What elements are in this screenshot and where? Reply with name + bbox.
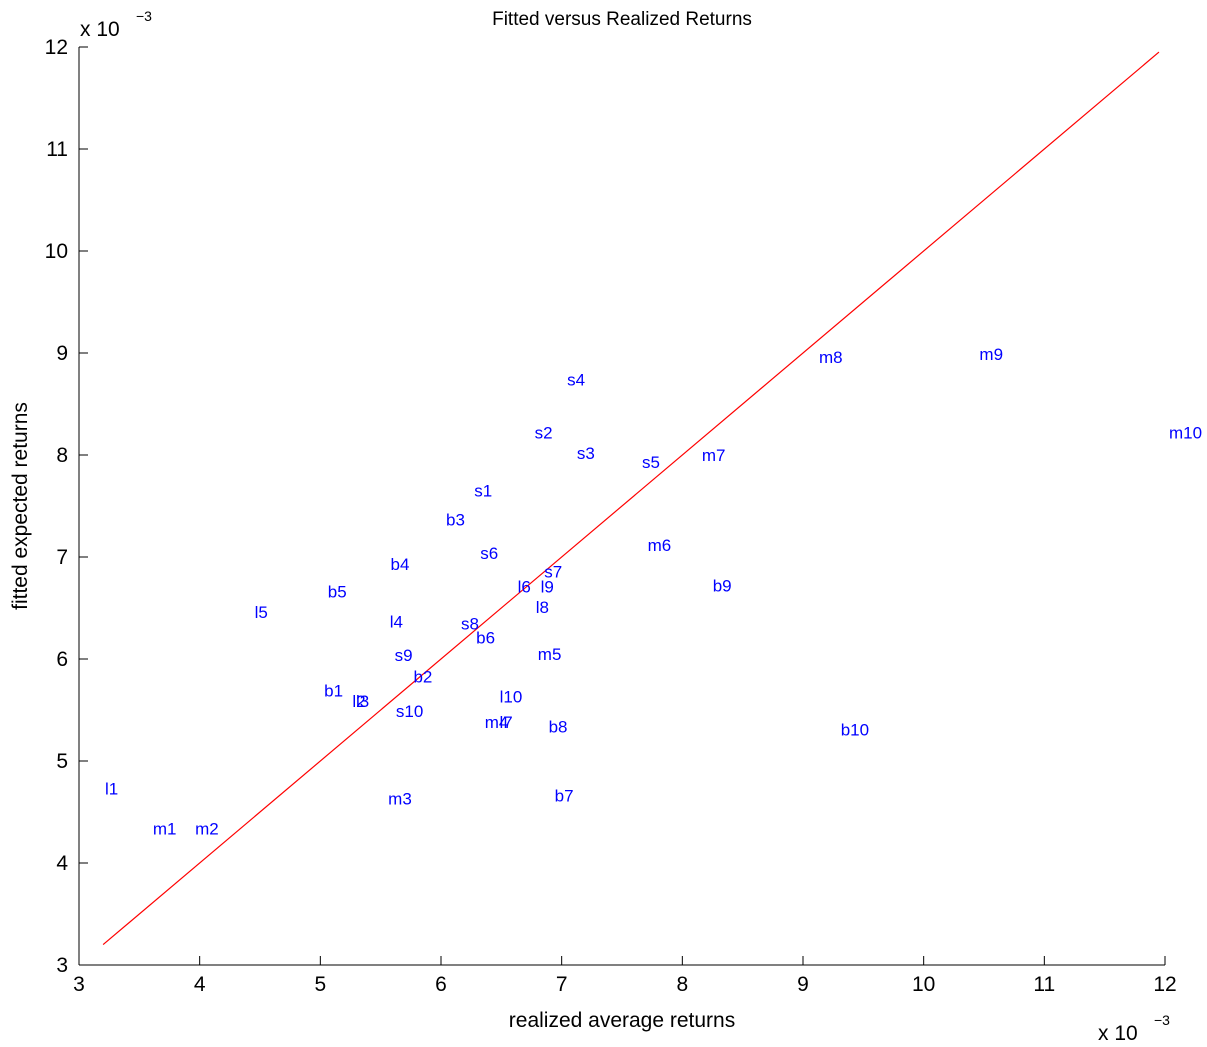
y-tick-label: 4 <box>56 852 68 875</box>
point-label-s4: s4 <box>567 371 585 390</box>
point-label-m6: m6 <box>648 536 672 555</box>
point-label-s8: s8 <box>461 614 479 633</box>
y-tick-label: 6 <box>56 648 68 671</box>
x-tick-label: 11 <box>1033 973 1055 996</box>
point-label-b3: b3 <box>446 510 465 529</box>
x-multiplier-base: x 10 <box>1098 1022 1138 1045</box>
point-label-l2: l2 <box>352 692 365 711</box>
point-label-l7: l7 <box>500 713 513 732</box>
x-tick-label: 5 <box>314 973 326 996</box>
x-tick-label: 8 <box>676 973 688 996</box>
point-label-m3: m3 <box>388 790 412 809</box>
point-label-s10: s10 <box>396 702 423 721</box>
y-axis-label: fitted expected returns <box>9 402 32 610</box>
point-label-b4: b4 <box>391 555 410 574</box>
point-label-l5: l5 <box>255 603 268 622</box>
point-label-m2: m2 <box>195 819 219 838</box>
y-tick-label: 8 <box>56 444 68 467</box>
point-label-m1: m1 <box>153 819 177 838</box>
point-label-l3: l3 <box>356 692 369 711</box>
point-label-b1: b1 <box>324 682 343 701</box>
point-label-l6: l6 <box>518 578 531 597</box>
x-tick-label: 9 <box>797 973 809 996</box>
point-label-m10: m10 <box>1169 424 1202 443</box>
point-label-m7: m7 <box>702 446 726 465</box>
point-label-b10: b10 <box>841 720 869 739</box>
point-label-s7: s7 <box>544 562 562 581</box>
point-label-s1: s1 <box>474 482 492 501</box>
point-label-b7: b7 <box>555 787 574 806</box>
point-label-s3: s3 <box>577 444 595 463</box>
fit-line <box>102 51 1160 946</box>
point-label-l8: l8 <box>536 598 549 617</box>
plot-area: 3 4 5 6 7 8 9 10 11 12 3 4 5 6 7 8 9 10 11 12 s1 s2 s3 s4 s5 s6 s7… <box>45 36 1202 996</box>
point-label-b8: b8 <box>549 717 568 736</box>
point-label-l1: l1 <box>105 780 118 799</box>
x-tick-label: 7 <box>556 973 568 996</box>
point-label-l10: l10 <box>500 688 523 707</box>
chart-title: Fitted versus Realized Returns <box>492 9 752 30</box>
point-label-s2: s2 <box>535 424 553 443</box>
point-label-m9: m9 <box>979 345 1003 364</box>
point-label-l4: l4 <box>390 612 403 631</box>
point-label-m5: m5 <box>538 645 562 664</box>
y-tick-label: 10 <box>45 240 68 263</box>
x-multiplier-exponent: −3 <box>1154 1012 1170 1028</box>
point-label-m4: m4 <box>485 713 509 732</box>
y-multiplier-base: x 10 <box>80 18 120 41</box>
point-label-m8: m8 <box>819 348 843 367</box>
x-tick-label: 4 <box>194 973 206 996</box>
point-label-l9: l9 <box>541 578 554 597</box>
point-label-s9: s9 <box>395 646 413 665</box>
y-multiplier: x 10 −3 <box>80 8 152 41</box>
y-tick-label: 11 <box>46 138 68 161</box>
point-label-b5: b5 <box>328 583 347 602</box>
x-axis-label: realized average returns <box>509 1009 735 1032</box>
y-tick-label: 7 <box>56 546 68 569</box>
x-tick-label: 3 <box>73 973 85 996</box>
point-label-b6: b6 <box>476 629 495 648</box>
point-label-b9: b9 <box>713 577 732 596</box>
point-label-s6: s6 <box>480 544 498 563</box>
y-tick-label: 12 <box>45 36 68 59</box>
point-label-b2: b2 <box>413 667 432 686</box>
x-multiplier: x 10 −3 <box>1098 1012 1170 1045</box>
y-multiplier-exponent: −3 <box>136 8 152 24</box>
point-label-s5: s5 <box>642 453 660 472</box>
y-tick-label: 3 <box>56 954 68 977</box>
x-tick-label: 12 <box>1153 973 1176 996</box>
x-tick-label: 6 <box>435 973 447 996</box>
y-tick-label: 9 <box>56 342 68 365</box>
x-tick-label: 10 <box>912 973 935 996</box>
y-tick-label: 5 <box>56 750 68 773</box>
